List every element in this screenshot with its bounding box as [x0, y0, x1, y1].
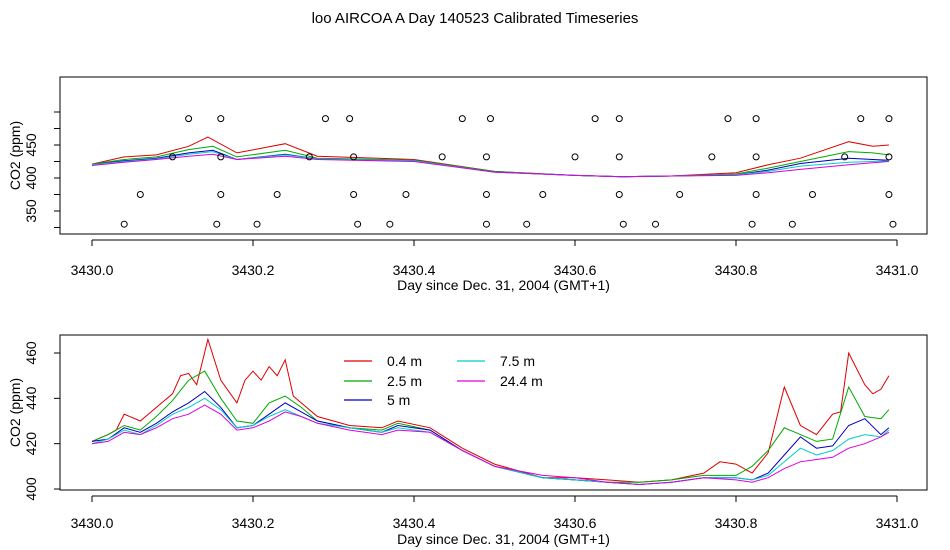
data-marker — [652, 220, 659, 228]
data-marker — [615, 191, 623, 198]
data-marker — [486, 115, 494, 123]
data-marker — [354, 220, 362, 228]
x-tick-label: 3430.4 — [393, 515, 436, 531]
legend-label: 2.5 m — [387, 373, 422, 389]
legend-label: 7.5 m — [500, 353, 535, 369]
series-line-24-4-m — [91, 404, 890, 486]
data-marker — [885, 191, 893, 198]
data-marker — [752, 191, 760, 198]
panel-1: 3430.0 3430.2 3430.4 3430.6 3430.8 3431.0 Day … — [7, 76, 928, 293]
data-marker — [752, 115, 760, 123]
legend-label: 24.4 m — [500, 373, 543, 389]
data-marker — [253, 220, 261, 228]
data-marker — [321, 115, 329, 123]
data-marker — [458, 115, 466, 123]
data-marker — [402, 191, 410, 198]
data-marker — [808, 191, 816, 198]
data-marker — [350, 153, 358, 161]
data-marker — [346, 115, 354, 123]
plot-area — [91, 337, 890, 486]
x-tick-label: 3430.0 — [71, 515, 114, 531]
y-tick-label: 450 — [23, 133, 39, 157]
data-marker — [523, 220, 531, 228]
data-marker — [482, 153, 490, 161]
series-line-0-4-m — [91, 337, 890, 483]
y-axis-label: CO2 (ppm) — [7, 378, 23, 447]
data-marker — [213, 220, 221, 228]
data-marker — [748, 220, 756, 228]
y-tick-label: 420 — [23, 432, 39, 456]
data-marker — [724, 115, 732, 123]
data-marker — [885, 115, 893, 123]
series-line-5-m — [91, 390, 890, 486]
y-tick-label: 350 — [23, 199, 39, 223]
plot-frame — [59, 76, 928, 235]
x-tick-label: 3430.8 — [715, 515, 758, 531]
data-marker — [889, 220, 897, 228]
y-tick-label: 460 — [23, 341, 39, 365]
data-marker — [169, 153, 176, 161]
data-marker — [120, 220, 128, 228]
series-line-2-5-m — [91, 145, 889, 178]
data-marker — [136, 191, 144, 198]
legend-label: 0.4 m — [387, 353, 422, 369]
data-marker — [615, 153, 623, 161]
x-tick-label: 3430.2 — [232, 262, 275, 278]
data-marker — [217, 115, 225, 123]
series-line-24-4-m — [91, 153, 889, 178]
data-marker — [571, 153, 579, 161]
x-axis-label: Day since Dec. 31, 2004 (GMT+1) — [397, 277, 610, 293]
x-axis-label: Day since Dec. 31, 2004 (GMT+1) — [397, 531, 610, 547]
data-marker — [482, 220, 490, 228]
data-marker — [217, 191, 225, 198]
data-marker — [619, 220, 627, 228]
data-marker — [273, 191, 281, 198]
data-marker — [217, 153, 225, 161]
y-tick-label: 400 — [23, 477, 39, 501]
series-line-2-5-m — [91, 370, 890, 483]
x-tick-label: 3430.2 — [232, 515, 275, 531]
x-tick-label: 3430.6 — [554, 262, 597, 278]
data-marker — [885, 153, 893, 161]
figure-title: loo AIRCOA A Day 140523 Calibrated Times… — [311, 10, 639, 27]
data-marker — [788, 220, 796, 228]
data-marker — [539, 191, 547, 198]
data-marker — [841, 153, 849, 161]
data-marker — [676, 191, 684, 198]
panel-2: 3430.0 3430.2 3430.4 3430.6 3430.8 3431.0 Day … — [7, 334, 928, 547]
plot-area — [91, 115, 897, 228]
y-tick-label: 400 — [23, 166, 39, 190]
data-marker — [386, 220, 394, 228]
data-marker — [615, 115, 623, 123]
x-tick-label: 3431.0 — [876, 262, 919, 278]
x-tick-label: 3430.6 — [554, 515, 597, 531]
data-marker — [591, 115, 599, 123]
data-marker — [752, 153, 760, 161]
legend-label: 5 m — [387, 392, 410, 408]
data-marker — [708, 153, 716, 161]
plot-frame — [59, 334, 928, 491]
x-tick-label: 3430.0 — [71, 262, 114, 278]
data-marker — [350, 191, 358, 198]
data-marker — [482, 191, 490, 198]
data-marker — [185, 115, 193, 123]
data-marker — [857, 115, 865, 123]
data-marker — [438, 153, 446, 161]
y-tick-label: 440 — [23, 386, 39, 410]
x-tick-label: 3430.8 — [715, 262, 758, 278]
x-tick-label: 3430.4 — [393, 262, 436, 278]
x-tick-label: 3431.0 — [876, 515, 919, 531]
y-axis-label: CO2 (ppm) — [7, 121, 23, 190]
data-marker — [305, 153, 313, 161]
